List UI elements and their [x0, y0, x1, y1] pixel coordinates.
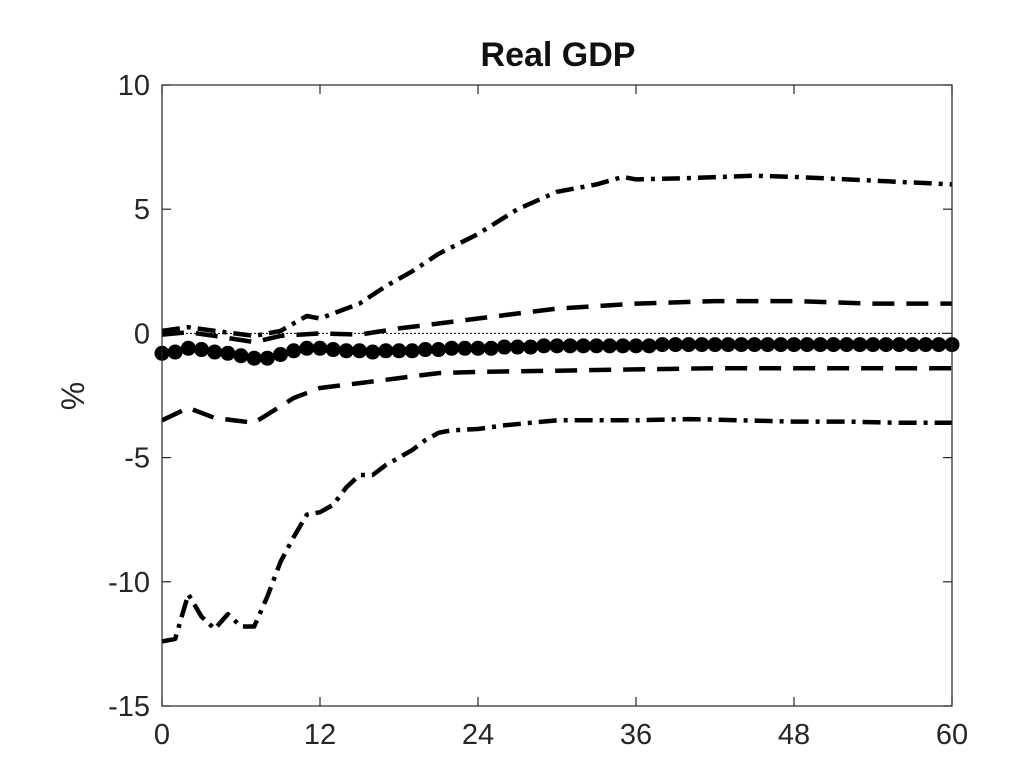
- series-point: [852, 337, 868, 353]
- x-tick-label: 48: [778, 719, 810, 751]
- series-point: [786, 337, 802, 353]
- y-tick-label: -5: [124, 443, 150, 475]
- series-point: [878, 337, 894, 353]
- y-tick-label: 10: [118, 70, 150, 102]
- series-point: [812, 337, 828, 353]
- series-point: [483, 340, 499, 356]
- series-point: [826, 337, 841, 353]
- y-axis-label: %: [55, 382, 91, 410]
- series-point: [891, 337, 907, 353]
- series-point: [338, 343, 354, 359]
- series-point: [286, 343, 302, 359]
- series-point: [589, 338, 604, 354]
- series-line-3: [161, 298, 952, 345]
- series-point: [299, 340, 315, 356]
- series-point: [417, 342, 433, 358]
- series-point: [562, 338, 578, 354]
- series-point: [799, 337, 815, 353]
- series-point: [220, 345, 236, 361]
- y-tick-label: 5: [134, 194, 150, 226]
- series-line-2: [161, 365, 952, 426]
- series-point: [549, 338, 565, 354]
- series-point: [312, 340, 328, 356]
- series-point: [641, 338, 657, 354]
- series-point: [404, 343, 420, 359]
- x-tick-label: 0: [154, 719, 170, 751]
- series-point: [194, 342, 209, 358]
- series-line-5: [161, 173, 953, 339]
- series-point: [352, 343, 367, 359]
- series-point: [523, 339, 539, 355]
- y-tick-label: -15: [108, 691, 150, 723]
- plot-frame: [161, 84, 953, 707]
- series-point: [496, 339, 512, 355]
- series-point: [681, 337, 697, 353]
- series-point: [391, 343, 407, 359]
- series-point: [365, 344, 381, 360]
- series-point: [602, 338, 618, 354]
- series-point: [470, 340, 486, 356]
- chart-title: Real GDP: [481, 36, 636, 74]
- series-point: [773, 337, 789, 353]
- series-point: [733, 337, 749, 353]
- series-point: [510, 339, 525, 355]
- series-point: [167, 344, 183, 360]
- series-point: [905, 337, 920, 353]
- series-point: [707, 337, 723, 353]
- series-point: [273, 347, 288, 363]
- series-point: [654, 337, 670, 353]
- series-point: [246, 350, 262, 366]
- x-tick-label: 36: [620, 719, 652, 751]
- series-point: [839, 337, 855, 353]
- series-point: [760, 337, 776, 353]
- y-tick-label: -10: [108, 567, 150, 599]
- series-point: [457, 340, 473, 356]
- series-point: [747, 337, 762, 353]
- series-point: [575, 338, 591, 354]
- series-point: [720, 337, 736, 353]
- x-tick-label: 60: [936, 719, 968, 751]
- y-tick-label: 0: [134, 318, 150, 350]
- series-point: [931, 337, 947, 353]
- series-point: [536, 338, 552, 354]
- series-point: [180, 340, 196, 356]
- series-point: [668, 337, 683, 353]
- series-point: [207, 344, 223, 360]
- series-point: [233, 348, 249, 364]
- series-point: [628, 338, 644, 354]
- series-point: [325, 342, 341, 358]
- series-point: [378, 343, 394, 359]
- x-tick-label: 12: [304, 719, 336, 751]
- series-point: [918, 337, 934, 353]
- series-point: [694, 337, 710, 353]
- series-point: [259, 350, 275, 366]
- x-tick-label: 24: [462, 719, 494, 751]
- series-point: [865, 337, 881, 353]
- series-point: [444, 340, 460, 356]
- series-line-4: [161, 416, 952, 644]
- series-point: [615, 338, 631, 354]
- series-point: [431, 342, 446, 358]
